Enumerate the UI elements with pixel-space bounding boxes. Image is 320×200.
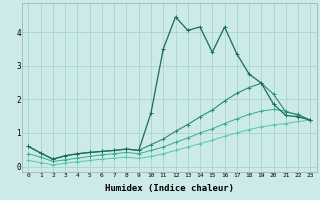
X-axis label: Humidex (Indice chaleur): Humidex (Indice chaleur) (105, 184, 234, 193)
